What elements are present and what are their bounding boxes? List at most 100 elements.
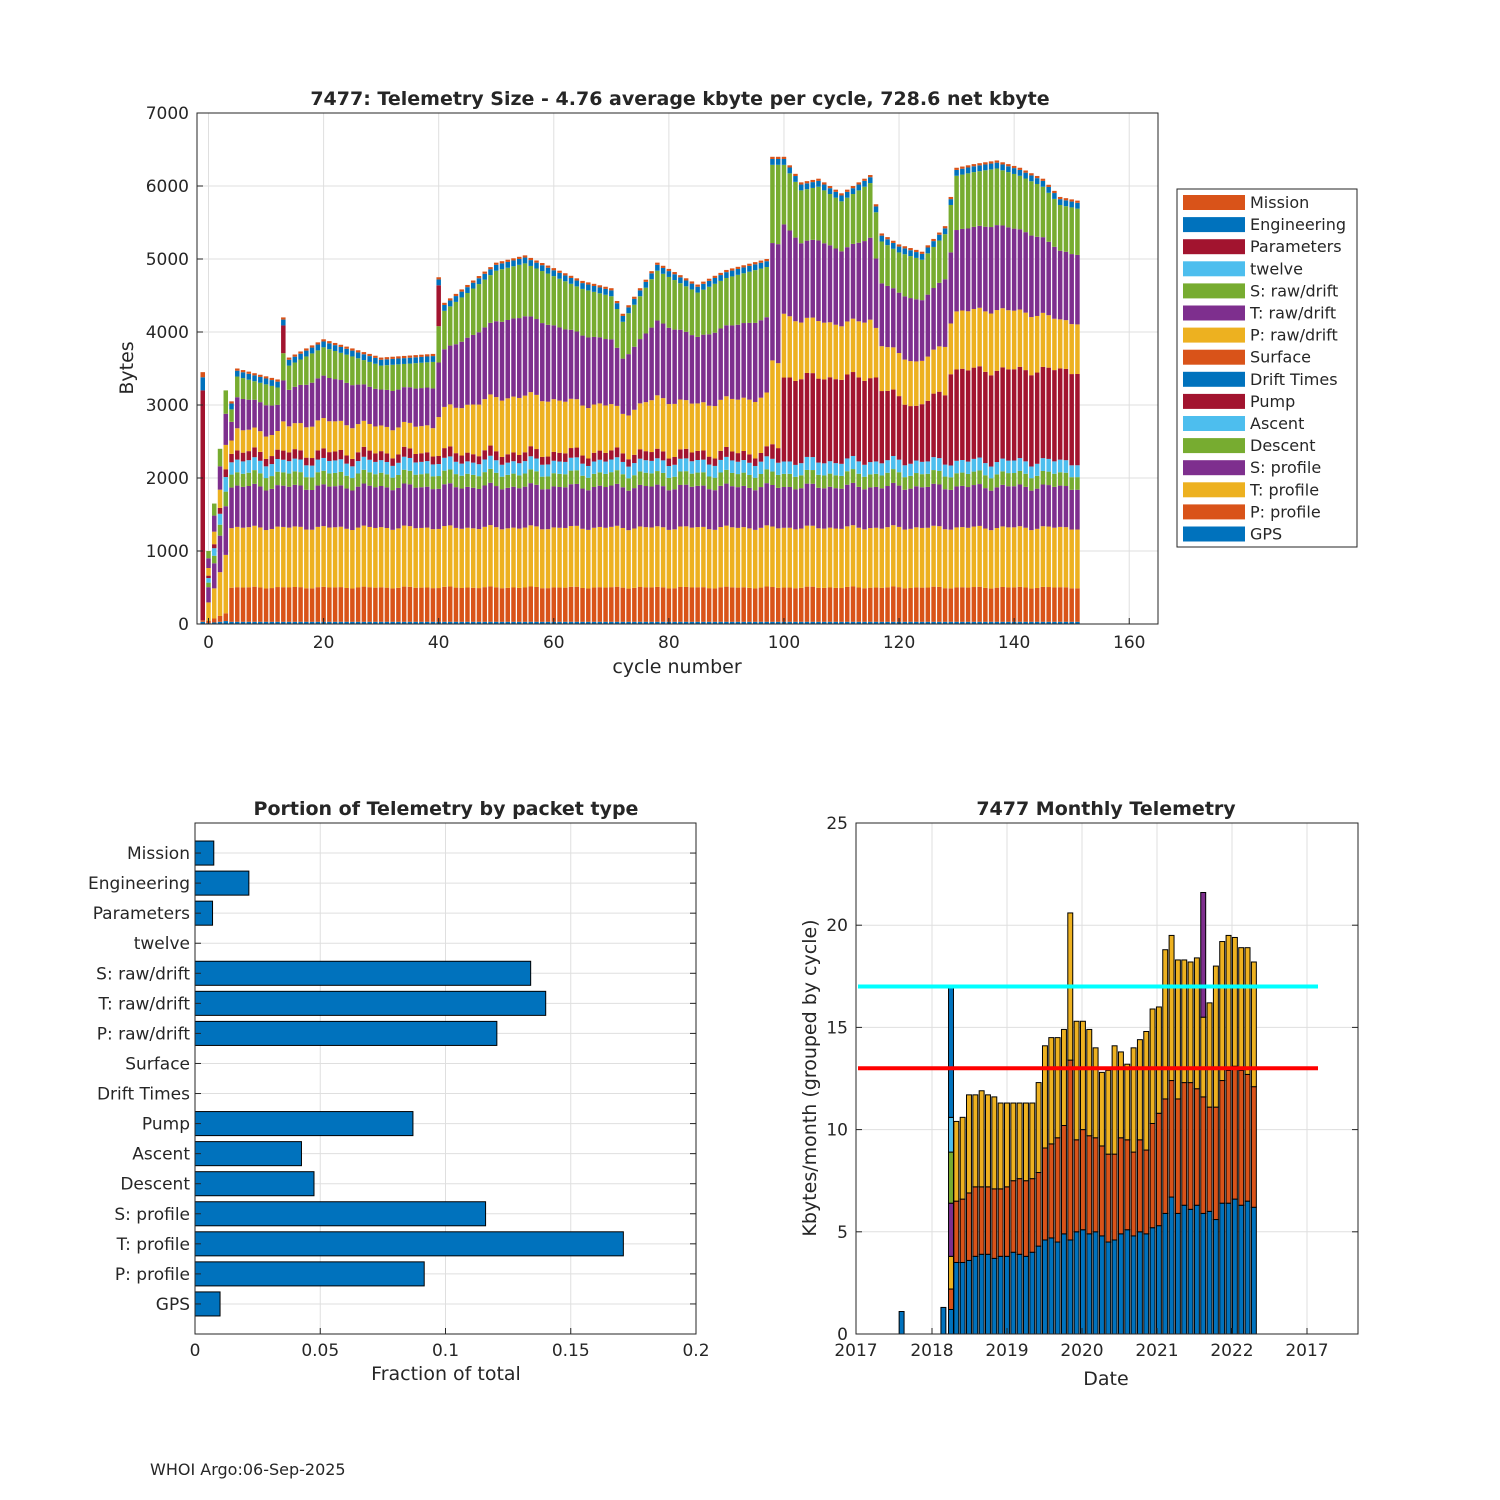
chart1-bar-segment [246, 399, 252, 430]
chart1-bar-segment [396, 454, 401, 463]
chart1-bar-segment [908, 406, 913, 464]
chart1-bar-segment [229, 587, 234, 622]
chart1-bar-segment [614, 586, 620, 622]
chart1-bar-segment [1063, 460, 1069, 473]
chart1-bar-segment [988, 227, 994, 314]
chart1-bar-segment [626, 313, 631, 355]
chart1-bar-segment [781, 377, 787, 462]
chart1-bar-segment [1069, 529, 1074, 589]
chart1-bar-segment [384, 453, 390, 462]
chart1-bar-segment [563, 621, 568, 624]
chart2-bar [194, 1261, 425, 1287]
chart1-bar-segment [971, 485, 977, 527]
chart1-bar-segment [470, 587, 476, 622]
chart1-bar-segment [988, 466, 994, 479]
chart1-bar-segment [304, 384, 309, 428]
chart1-bar-segment [430, 388, 436, 429]
chart1-bar-segment [568, 448, 574, 458]
chart1-bar-segment [258, 460, 263, 474]
chart1-bar-segment [960, 527, 965, 588]
chart1-ytick-label: 5000 [146, 250, 189, 270]
chart1-bar-segment [908, 256, 913, 299]
chart1-bar-segment [447, 525, 453, 587]
chart1-bar-segment [482, 587, 487, 622]
chart1-bar-segment [367, 526, 372, 588]
chart1-bar-segment [223, 554, 229, 614]
chart1-bar-segment [775, 487, 781, 529]
chart1-bar-segment [1052, 486, 1057, 528]
chart3-bar-segment [1200, 1096, 1207, 1214]
chart1-bar-segment [1017, 309, 1023, 367]
chart1-bar-segment [620, 358, 626, 414]
chart1-bar-segment [672, 621, 677, 624]
chart1-bar-segment [965, 487, 971, 528]
telemetry-size-chart: 0 20 40 60 80 100 120 140 1600100020003000400050… [116, 88, 1358, 678]
chart2-xtick-label: 0.05 [301, 1341, 339, 1361]
chart1-bar-segment [620, 621, 626, 624]
chart1-bar-segment [442, 310, 447, 350]
chart3-bar-segment [985, 1186, 991, 1255]
chart1-bar-segment [816, 321, 821, 379]
chart2-category-label: Descent [120, 1175, 190, 1195]
chart1-bar-segment [465, 527, 470, 588]
chart1-bar-segment [580, 405, 585, 456]
chart1-bar-segment [775, 474, 781, 488]
chart1-bar-segment [401, 358, 407, 364]
chart1-bar-segment [551, 399, 557, 452]
chart1-bar-segment [586, 282, 591, 285]
chart1-bar-segment [338, 485, 344, 527]
chart1-bar-segment [563, 275, 568, 282]
chart1-bar-segment [954, 473, 959, 487]
chart1-bar-segment [453, 293, 459, 297]
chart1-bar-segment [1052, 318, 1057, 371]
chart1-bar-segment [614, 457, 620, 471]
chart3-bar-segment [959, 1198, 966, 1263]
chart1-bar-segment [816, 378, 821, 463]
chart1-bar-segment [850, 318, 856, 373]
chart1-bar-segment [637, 403, 643, 450]
chart1-bar-segment [914, 361, 919, 406]
chart1-bar-segment [252, 470, 257, 484]
chart1-bar-segment [609, 526, 614, 588]
chart1-bar-segment [672, 280, 677, 330]
chart1-bar-segment [217, 572, 223, 616]
chart1-bar-segment [649, 327, 654, 401]
chart1-bar-segment [327, 527, 332, 588]
chart1-bar-segment [637, 471, 643, 485]
chart1-bar-segment [632, 409, 637, 455]
chart1-bar-segment [683, 586, 689, 622]
chart1-bar-segment [735, 399, 741, 454]
chart1-bar-segment [563, 461, 568, 475]
chart1-bar-segment [292, 386, 298, 424]
chart1-bar-segment [666, 529, 672, 589]
chart1-bar-segment [465, 452, 470, 462]
chart1-bar-segment [752, 588, 758, 622]
chart1-bar-segment [361, 354, 367, 361]
chart1-bar-segment [724, 469, 729, 484]
chart1-bar-segment [580, 528, 585, 588]
chart1-bar-segment [839, 463, 844, 476]
chart3-bar-segment [1022, 1102, 1029, 1182]
chart1-bar-segment [620, 321, 626, 359]
chart1-bar-segment [758, 320, 764, 398]
chart1-bar-segment [810, 182, 815, 188]
chart1-bar-segment [942, 621, 948, 624]
chart1-bar-segment [868, 528, 873, 588]
chart1-bar-segment [522, 263, 528, 317]
chart1-bar-segment [770, 444, 775, 459]
chart1-bar-segment [770, 458, 775, 472]
chart1-bar-segment [770, 471, 775, 485]
chart1-bar-segment [298, 384, 303, 424]
chart1-bar-segment [419, 354, 424, 357]
chart1-bar-segment [338, 459, 344, 472]
chart1-bar-segment [235, 428, 240, 451]
chart1-bar-segment [1017, 167, 1023, 170]
chart1-bar-segment [223, 491, 229, 507]
chart1-bar-segment [580, 283, 585, 289]
chart1-bar-segment [937, 240, 942, 283]
chart1-bar-segment [534, 394, 539, 450]
chart1-bar-segment [384, 357, 390, 360]
chart1-bar-segment [390, 529, 395, 589]
chart1-bar-segment [781, 486, 787, 528]
chart1-bar-segment [1029, 490, 1034, 531]
